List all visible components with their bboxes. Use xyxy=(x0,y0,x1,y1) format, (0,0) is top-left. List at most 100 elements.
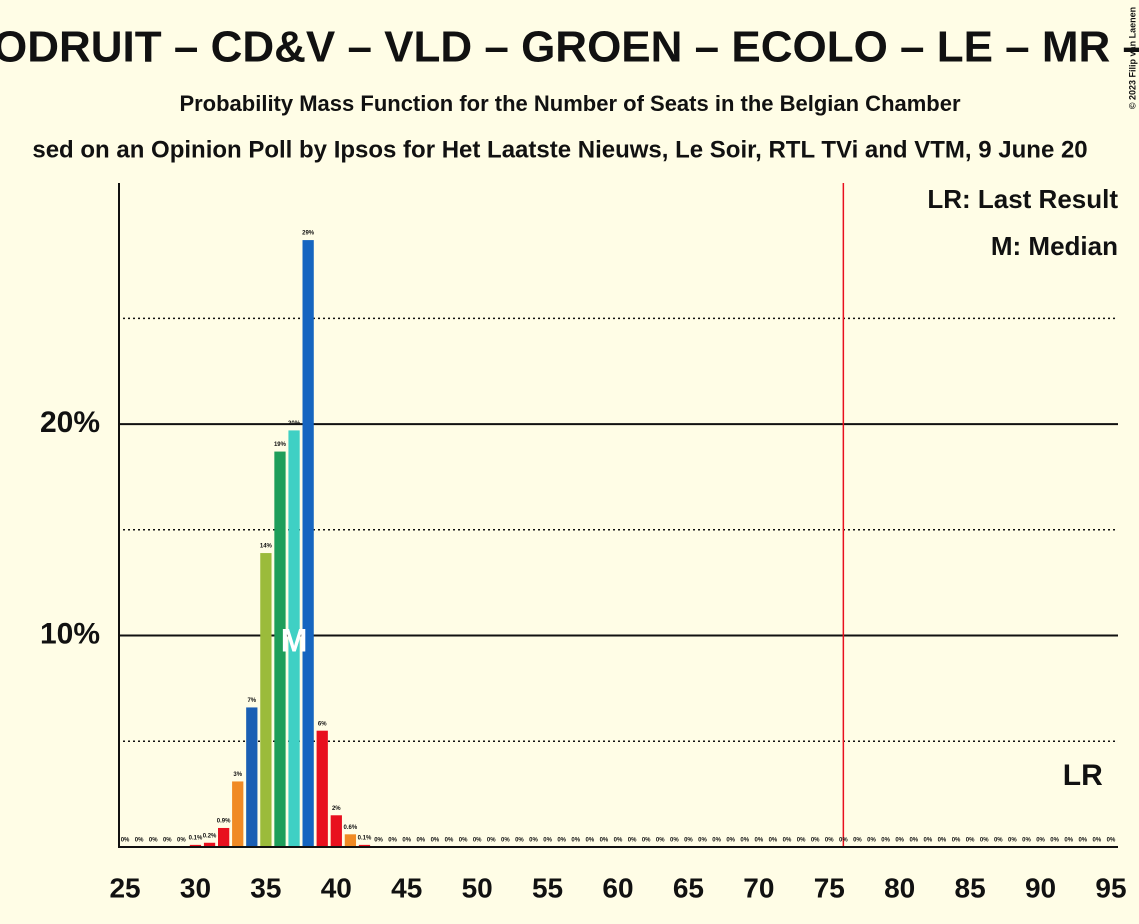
value-label: 0% xyxy=(600,838,609,844)
value-label: 0% xyxy=(938,838,947,844)
x-tick-label: 65 xyxy=(673,872,704,903)
value-label: 0% xyxy=(966,838,975,844)
value-label: 0% xyxy=(712,838,721,844)
x-tick-label: 30 xyxy=(180,872,211,903)
value-label: 0% xyxy=(1036,838,1045,844)
bar xyxy=(246,707,258,847)
value-label: 0.6% xyxy=(344,825,358,831)
value-label: 0% xyxy=(445,838,454,844)
x-tick-label: 90 xyxy=(1025,872,1056,903)
value-label: 0% xyxy=(853,838,862,844)
value-label: 0% xyxy=(177,838,186,844)
median-marker: M xyxy=(281,622,308,658)
y-tick-label: 10% xyxy=(40,617,100,650)
value-label: 0% xyxy=(1093,838,1102,844)
x-tick-label: 60 xyxy=(602,872,633,903)
value-label: 0% xyxy=(515,838,524,844)
x-tick-label: 55 xyxy=(532,872,563,903)
value-label: 0% xyxy=(909,838,918,844)
value-label: 0% xyxy=(529,838,538,844)
bar xyxy=(218,827,230,847)
value-label: 0% xyxy=(121,838,130,844)
value-label: 0% xyxy=(614,838,623,844)
value-label: 0% xyxy=(571,838,580,844)
x-tick-label: 40 xyxy=(321,872,352,903)
value-label: 0% xyxy=(783,838,792,844)
x-tick-label: 50 xyxy=(462,872,493,903)
value-label: 0% xyxy=(839,838,848,844)
bar xyxy=(274,451,286,847)
copyright: © 2023 Filip van Laenen xyxy=(1127,7,1137,109)
value-label: 0% xyxy=(585,838,594,844)
x-tick-label: 85 xyxy=(955,872,986,903)
value-label: 14% xyxy=(260,544,273,550)
bar xyxy=(288,430,300,847)
x-tick-label: 35 xyxy=(250,872,281,903)
x-tick-label: 25 xyxy=(109,872,140,903)
legend-entry: M: Median xyxy=(991,231,1118,261)
value-label: 0% xyxy=(642,838,651,844)
value-label: 0% xyxy=(755,838,764,844)
value-label: 0% xyxy=(924,838,933,844)
value-label: 0% xyxy=(487,838,496,844)
bar xyxy=(330,815,342,847)
value-label: 0% xyxy=(698,838,707,844)
value-label: 0% xyxy=(1022,838,1031,844)
bar xyxy=(232,781,244,847)
value-label: 0.2% xyxy=(203,833,217,839)
value-label: 0% xyxy=(952,838,961,844)
value-label: 0.1% xyxy=(189,835,203,841)
value-label: 20% xyxy=(288,421,301,427)
value-label: 0% xyxy=(797,838,806,844)
bar xyxy=(189,844,202,847)
value-label: 0% xyxy=(1078,838,1087,844)
bar xyxy=(302,240,314,848)
bar xyxy=(203,842,216,847)
value-label: 0% xyxy=(149,838,158,844)
value-label: 0% xyxy=(1008,838,1017,844)
value-label: 0% xyxy=(402,838,411,844)
value-label: 3% xyxy=(233,772,242,778)
value-label: 0% xyxy=(135,838,144,844)
value-label: 0% xyxy=(1107,838,1116,844)
value-label: 0% xyxy=(1064,838,1073,844)
value-label: 0% xyxy=(811,838,820,844)
value-label: 0% xyxy=(163,838,172,844)
legend-entry: LR: Last Result xyxy=(927,184,1118,214)
chart-title: ODRUIT – CD&V – VLD – GROEN – ECOLO – LE… xyxy=(0,23,1139,72)
value-label: 0% xyxy=(557,838,566,844)
bar xyxy=(358,844,371,847)
value-label: 0% xyxy=(867,838,876,844)
value-label: 19% xyxy=(274,442,287,448)
value-label: 0% xyxy=(388,838,397,844)
value-label: 29% xyxy=(302,231,315,237)
last-result-marker: LR xyxy=(1063,759,1103,792)
value-label: 0% xyxy=(684,838,693,844)
value-label: 0% xyxy=(881,838,890,844)
value-label: 0% xyxy=(895,838,904,844)
value-label: 0% xyxy=(1050,838,1059,844)
value-label: 0% xyxy=(670,838,679,844)
x-tick-label: 95 xyxy=(1095,872,1126,903)
value-label: 0% xyxy=(825,838,834,844)
x-tick-label: 70 xyxy=(743,872,774,903)
value-label: 0% xyxy=(416,838,425,844)
chart-source: sed on an Opinion Poll by Ipsos for Het … xyxy=(32,136,1087,163)
value-label: 0% xyxy=(726,838,735,844)
x-tick-label: 45 xyxy=(391,872,422,903)
value-label: 0% xyxy=(656,838,665,844)
value-label: 0% xyxy=(374,838,383,844)
value-label: 2% xyxy=(332,806,341,812)
chart-subtitle: Probability Mass Function for the Number… xyxy=(179,91,961,116)
bar xyxy=(260,553,272,847)
x-tick-label: 75 xyxy=(814,872,845,903)
value-label: 0% xyxy=(543,838,552,844)
bar xyxy=(344,834,357,847)
value-label: 0% xyxy=(769,838,778,844)
value-label: 0% xyxy=(980,838,989,844)
value-label: 0.1% xyxy=(358,835,372,841)
x-tick-label: 80 xyxy=(884,872,915,903)
value-label: 0% xyxy=(994,838,1003,844)
